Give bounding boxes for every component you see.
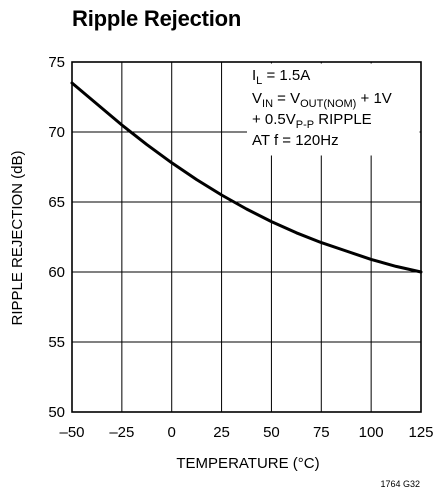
x-tick-label: 50 [263, 424, 280, 441]
y-tick-label: 60 [48, 264, 65, 281]
y-tick-label: 55 [48, 334, 65, 351]
y-tick-label: 50 [48, 404, 65, 421]
x-tick-label: –25 [109, 424, 134, 441]
x-tick-label: 25 [213, 424, 230, 441]
x-tick-label: 100 [359, 424, 384, 441]
y-tick-labels: 50 55 60 65 70 75 [48, 54, 65, 421]
annotation-line-2: VIN = VOUT(NOM) + 1V [252, 90, 392, 110]
x-tick-label: 125 [408, 424, 433, 441]
x-tick-label: –50 [59, 424, 84, 441]
x-tick-labels: –50 –25 0 25 50 75 100 125 [59, 424, 433, 441]
y-axis-label: RIPPLE REJECTION (dB) [9, 150, 26, 325]
x-tick-label: 75 [313, 424, 330, 441]
annotation-background [247, 63, 420, 156]
figure-id: 1764 G32 [380, 479, 420, 489]
annotation-line-4: AT f = 120Hz [252, 132, 339, 149]
y-tick-label: 70 [48, 124, 65, 141]
x-axis-label: TEMPERATURE (°C) [176, 455, 319, 472]
chart-title: Ripple Rejection [72, 6, 242, 31]
plot-frame [71, 61, 422, 413]
x-tick-label: 0 [168, 424, 176, 441]
series-line-0 [70, 81, 423, 274]
annotation-line-1: IL = 1.5A [252, 67, 310, 87]
y-tick-label: 65 [48, 194, 65, 211]
series-lines [70, 81, 423, 274]
y-tick-label: 75 [48, 54, 65, 71]
annotation-line-3: + 0.5VP-P RIPPLE [252, 111, 372, 131]
